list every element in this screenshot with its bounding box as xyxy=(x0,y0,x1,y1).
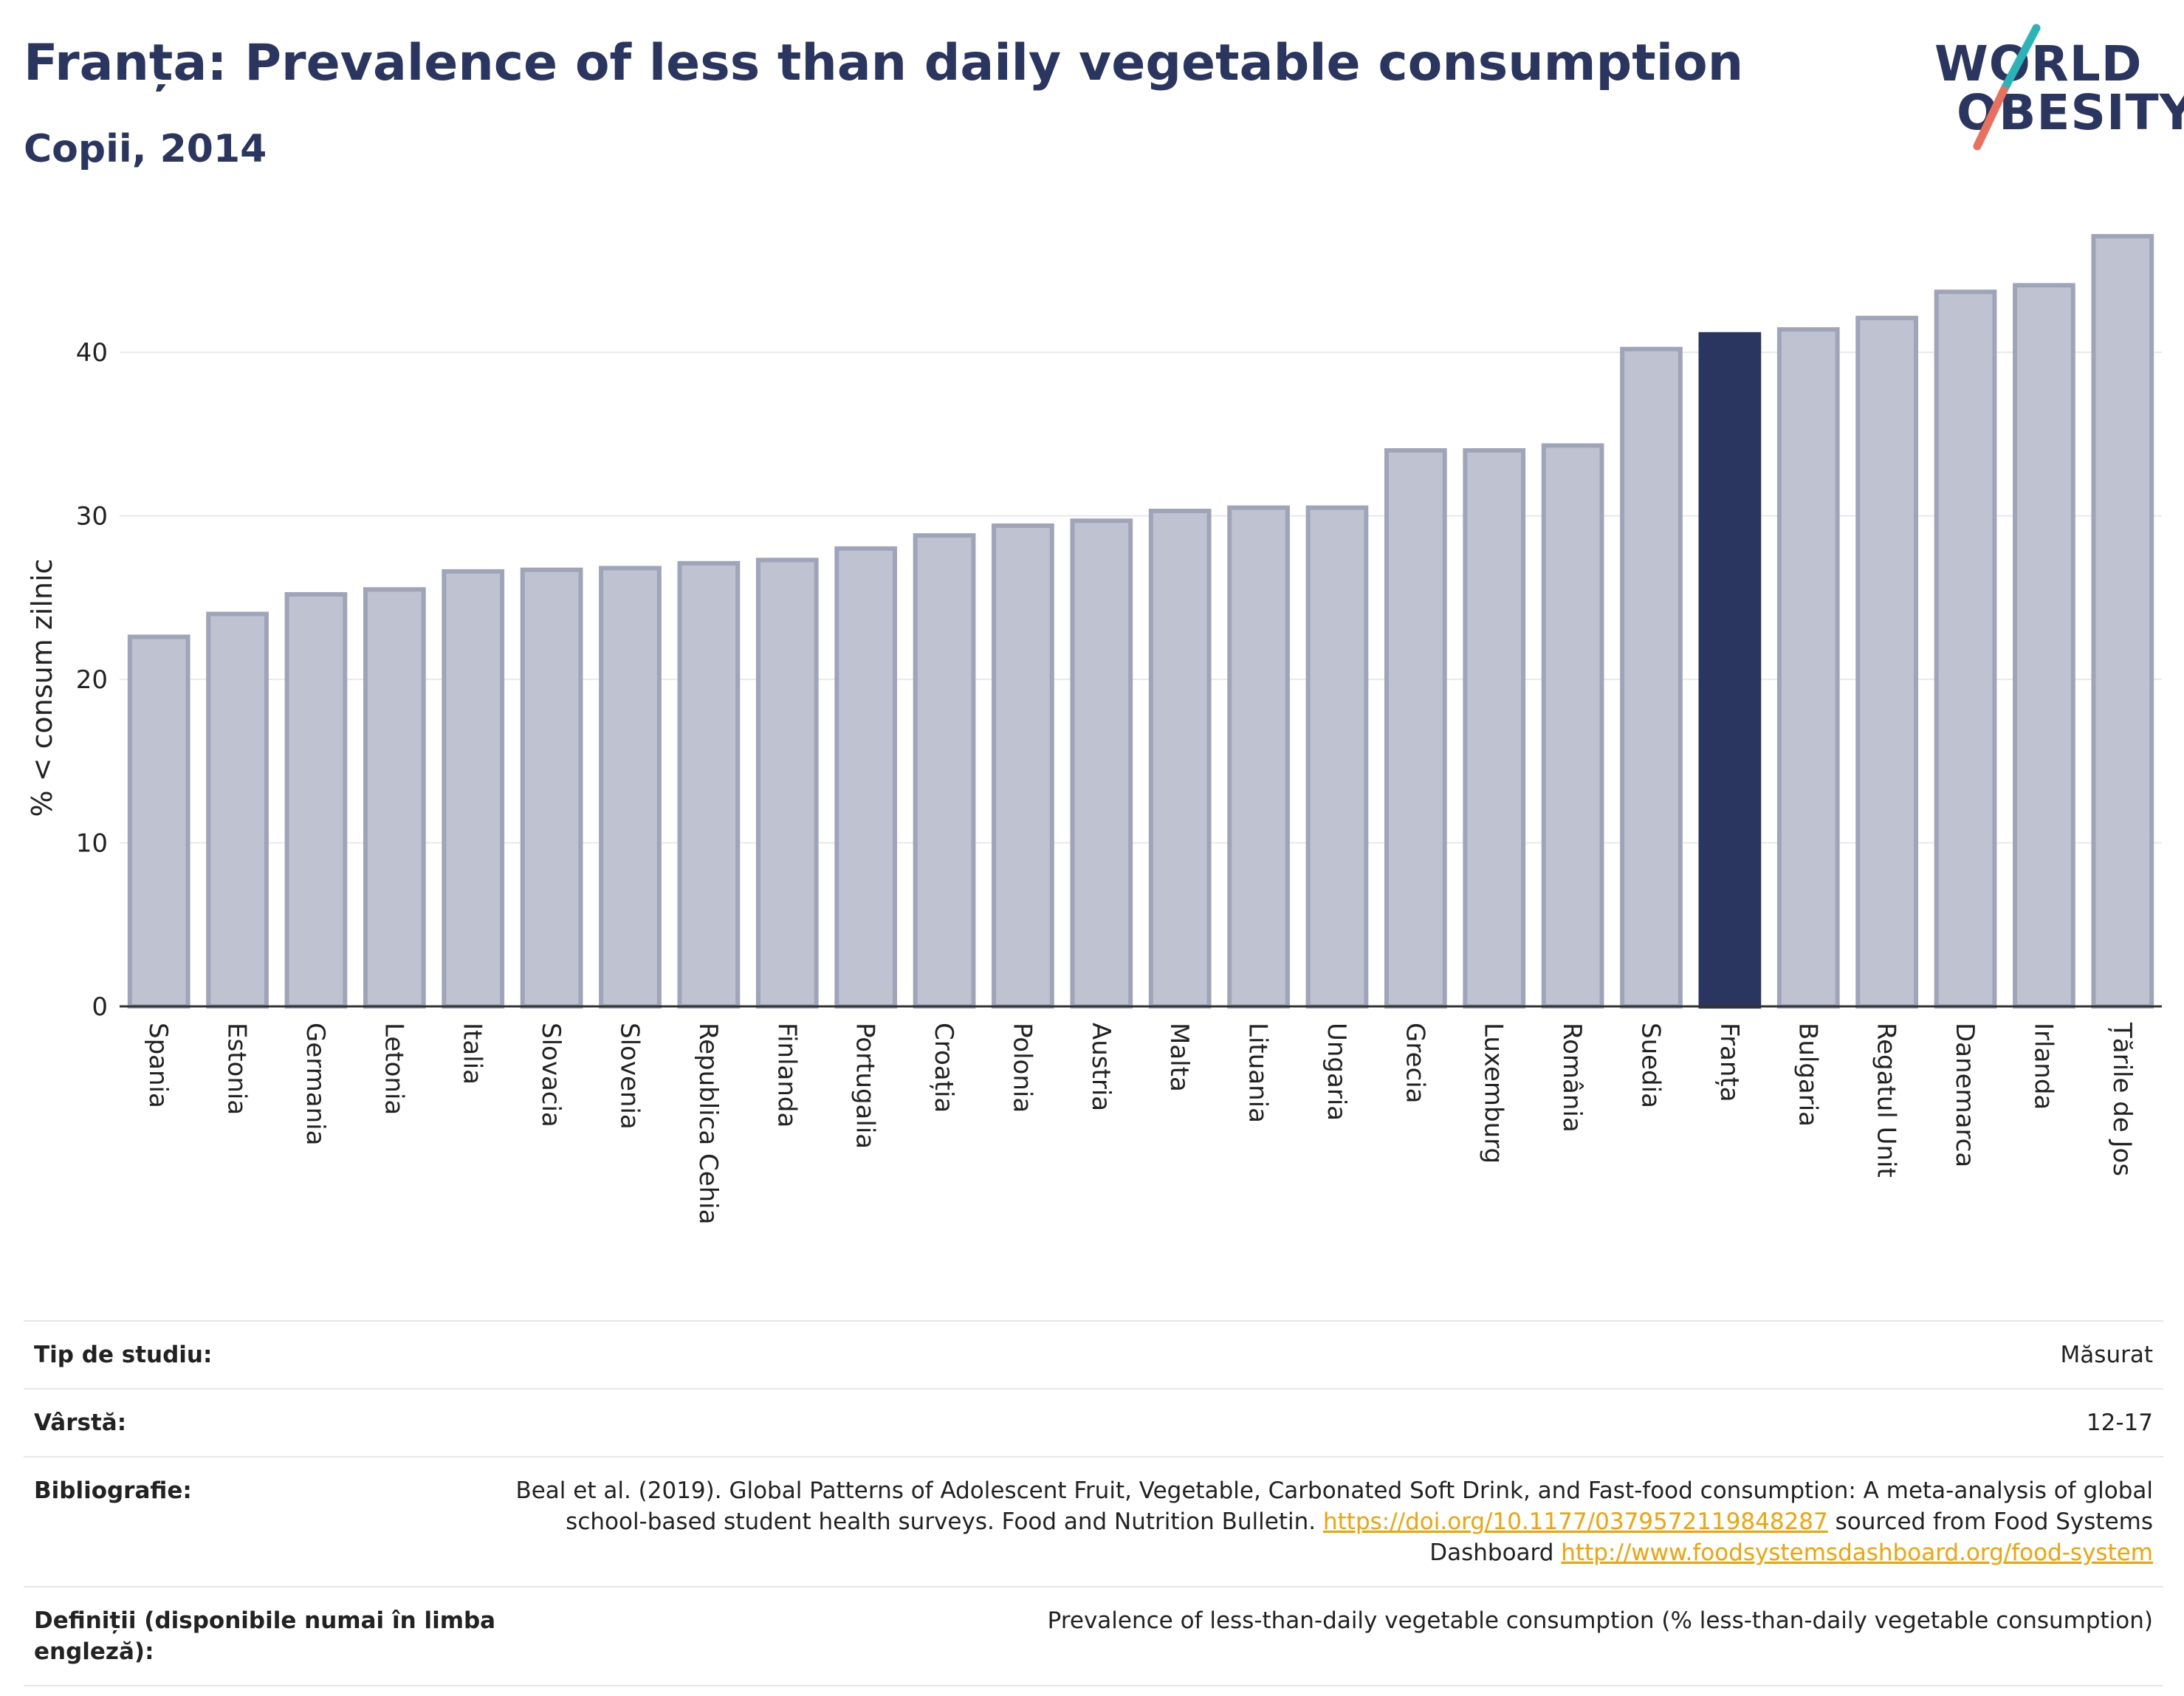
bar xyxy=(755,557,819,1009)
bar xyxy=(1227,505,1290,1009)
page-subtitle: Copii, 2014 xyxy=(24,127,267,171)
x-tick-label: Malta xyxy=(1164,1023,1194,1092)
bar xyxy=(363,587,426,1009)
bar xyxy=(992,523,1054,1009)
bar xyxy=(2013,283,2075,1009)
bar xyxy=(1620,346,1683,1009)
study-type-value: Măsurat xyxy=(2060,1342,2153,1368)
study-type-label: Tip de studiu: xyxy=(34,1342,213,1368)
x-tick-label: Croația xyxy=(929,1023,958,1113)
y-axis-label: % < consum zilnic xyxy=(26,559,58,817)
bar xyxy=(1384,448,1447,1009)
bar xyxy=(1305,505,1369,1009)
bar xyxy=(1148,508,1212,1009)
bar xyxy=(1541,443,1604,1009)
bar xyxy=(520,567,583,1009)
bar xyxy=(127,634,190,1009)
bar xyxy=(1070,518,1133,1009)
bibliography-label: Bibliografie: xyxy=(34,1477,192,1504)
x-tick-label: Polonia xyxy=(1007,1023,1037,1113)
x-tick-label: Germania xyxy=(301,1023,330,1145)
x-tick-label: Finlanda xyxy=(772,1023,801,1127)
meta-row-study-type: Tip de studiu: Măsurat xyxy=(24,1320,2163,1388)
definitions-value: Prevalence of less-than-daily vegetable … xyxy=(1047,1607,2153,1634)
x-tick-label: Bulgaria xyxy=(1793,1023,1822,1127)
page-title: Franța: Prevalence of less than daily ve… xyxy=(24,34,1744,92)
bar xyxy=(442,569,505,1009)
bar xyxy=(599,566,662,1009)
x-tick-label: Letonia xyxy=(379,1023,408,1115)
x-tick-label: Suedia xyxy=(1636,1023,1666,1108)
definitions-label: Definiții (disponibile numai în limba en… xyxy=(34,1607,496,1665)
bibliography-value: Beal et al. (2019). Global Patterns of A… xyxy=(506,1475,2153,1568)
bar xyxy=(284,591,348,1009)
x-tick-label: Grecia xyxy=(1400,1023,1429,1103)
x-tick-label: Danemarca xyxy=(1950,1023,1979,1167)
x-tick-label: Portugalia xyxy=(851,1023,880,1149)
x-tick-label: Irlanda xyxy=(2028,1023,2058,1110)
bar xyxy=(913,533,976,1009)
x-tick-label: Lituania xyxy=(1243,1023,1273,1123)
x-tick-label: Spania xyxy=(143,1023,173,1108)
x-tick-label: Țările de Jos xyxy=(2107,1022,2137,1176)
y-tick-label: 20 xyxy=(76,665,108,695)
bar xyxy=(1698,332,1762,1009)
bar xyxy=(1855,315,1919,1009)
x-tick-label: Franța xyxy=(1714,1023,1744,1102)
x-tick-label: Estonia xyxy=(222,1023,252,1115)
meta-row-bibliography: Bibliografie: Beal et al. (2019). Global… xyxy=(24,1456,2163,1586)
x-tick-label: Republica Cehia xyxy=(693,1023,723,1224)
y-tick-label: 30 xyxy=(76,502,108,532)
bar xyxy=(834,546,898,1009)
x-tick-label: Ungaria xyxy=(1322,1023,1351,1121)
world-obesity-logo: WORLD OBESITY xyxy=(1927,22,2184,155)
bar xyxy=(1463,448,1526,1009)
bar-chart: 0 10 20 30 40 % < consum zilnic Spania Estonia G… xyxy=(26,233,2162,1224)
x-tick-label: Austria xyxy=(1086,1023,1116,1111)
bar xyxy=(1776,327,1840,1009)
bar xyxy=(677,560,741,1009)
logo-line-1: WORLD xyxy=(1934,35,2143,92)
x-tick-label: Luxemburg xyxy=(1479,1023,1508,1164)
y-tick-label: 40 xyxy=(76,338,108,368)
bar xyxy=(206,611,269,1009)
bibliography-text-2: sourced from Food Systems Dashboard xyxy=(1429,1508,2153,1566)
metadata-table: Tip de studiu: Măsurat Vârstă: 12-17 Bib… xyxy=(24,1320,2163,1686)
y-tick-label: 10 xyxy=(76,829,108,859)
doi-link[interactable]: https://doi.org/10.1177/0379572119848287 xyxy=(1322,1508,1828,1535)
bar xyxy=(1934,289,1997,1009)
meta-row-age: Vârstă: 12-17 xyxy=(24,1388,2163,1456)
bar xyxy=(2091,233,2154,1009)
x-tick-label: Slovenia xyxy=(615,1023,645,1130)
y-tick-label: 0 xyxy=(92,992,108,1022)
meta-row-definitions: Definiții (disponibile numai în limba en… xyxy=(24,1586,2163,1686)
x-tick-label: România xyxy=(1557,1023,1587,1133)
x-tick-label: Slovacia xyxy=(536,1023,566,1127)
bibliography-text-1: Beal et al. (2019). Global Patterns of A… xyxy=(515,1477,2153,1535)
x-tick-label: Italia xyxy=(458,1023,487,1085)
age-value: 12-17 xyxy=(2086,1410,2153,1436)
food-systems-link[interactable]: http://www.foodsystemsdashboard.org/food… xyxy=(1561,1539,2153,1566)
age-label: Vârstă: xyxy=(34,1410,127,1436)
logo-slash-icon xyxy=(1973,24,2041,151)
x-tick-label: Regatul Unit xyxy=(1872,1023,1901,1178)
